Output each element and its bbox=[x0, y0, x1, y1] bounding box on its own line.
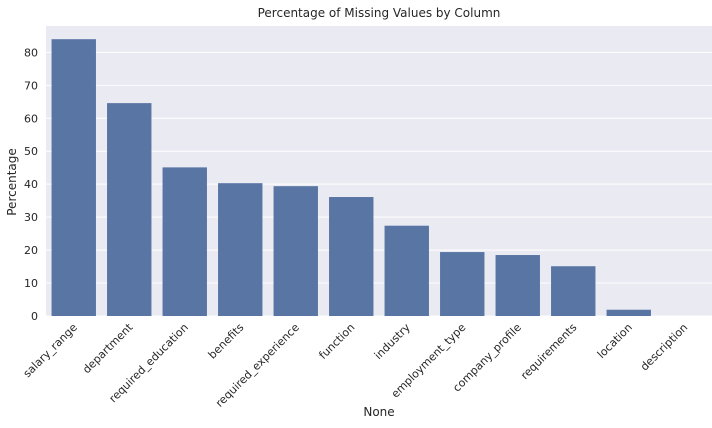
bar-department bbox=[107, 103, 152, 316]
y-tick-label: 10 bbox=[24, 277, 38, 290]
y-tick-label: 30 bbox=[24, 211, 38, 224]
bar-required_education bbox=[162, 167, 207, 316]
bars bbox=[51, 39, 651, 316]
x-tick-label: industry bbox=[372, 321, 413, 362]
y-tick-label: 60 bbox=[24, 112, 38, 125]
y-tick-label: 80 bbox=[24, 46, 38, 59]
y-tick-label: 50 bbox=[24, 145, 38, 158]
x-tick-label: salary_range bbox=[21, 321, 80, 380]
x-tick-label: benefits bbox=[206, 321, 247, 362]
bar-location bbox=[606, 309, 651, 316]
y-tick-label: 70 bbox=[24, 79, 38, 92]
x-tick-label: department bbox=[80, 320, 136, 376]
bar-company_profile bbox=[495, 255, 540, 316]
bar-industry bbox=[384, 225, 429, 316]
x-axis-ticks: salary_range departmentrequired_education… bbox=[21, 320, 691, 409]
bar-benefits bbox=[218, 183, 263, 316]
chart-title: Percentage of Missing Values by Column bbox=[258, 6, 501, 20]
y-axis-ticks: 0 10 20 30 40 50 60 70 80 bbox=[24, 46, 38, 323]
x-tick-label: description bbox=[638, 321, 690, 373]
y-tick-label: 20 bbox=[24, 244, 38, 257]
plot-area bbox=[46, 26, 712, 316]
y-tick-label: 0 bbox=[31, 310, 38, 323]
bar-requirements bbox=[551, 266, 596, 316]
bar-function bbox=[329, 197, 374, 316]
bar-required_experience bbox=[273, 186, 318, 316]
bar-salary_range bbox=[51, 39, 96, 316]
grid-lines bbox=[46, 51, 712, 317]
y-axis-label: Percentage bbox=[5, 148, 19, 216]
x-axis-label: None bbox=[363, 405, 394, 419]
x-tick-label: requirements bbox=[518, 321, 579, 382]
y-tick-label: 40 bbox=[24, 178, 38, 191]
bar-employment_type bbox=[440, 252, 485, 316]
x-tick-label: location bbox=[595, 321, 635, 361]
x-tick-label: function bbox=[316, 321, 357, 362]
